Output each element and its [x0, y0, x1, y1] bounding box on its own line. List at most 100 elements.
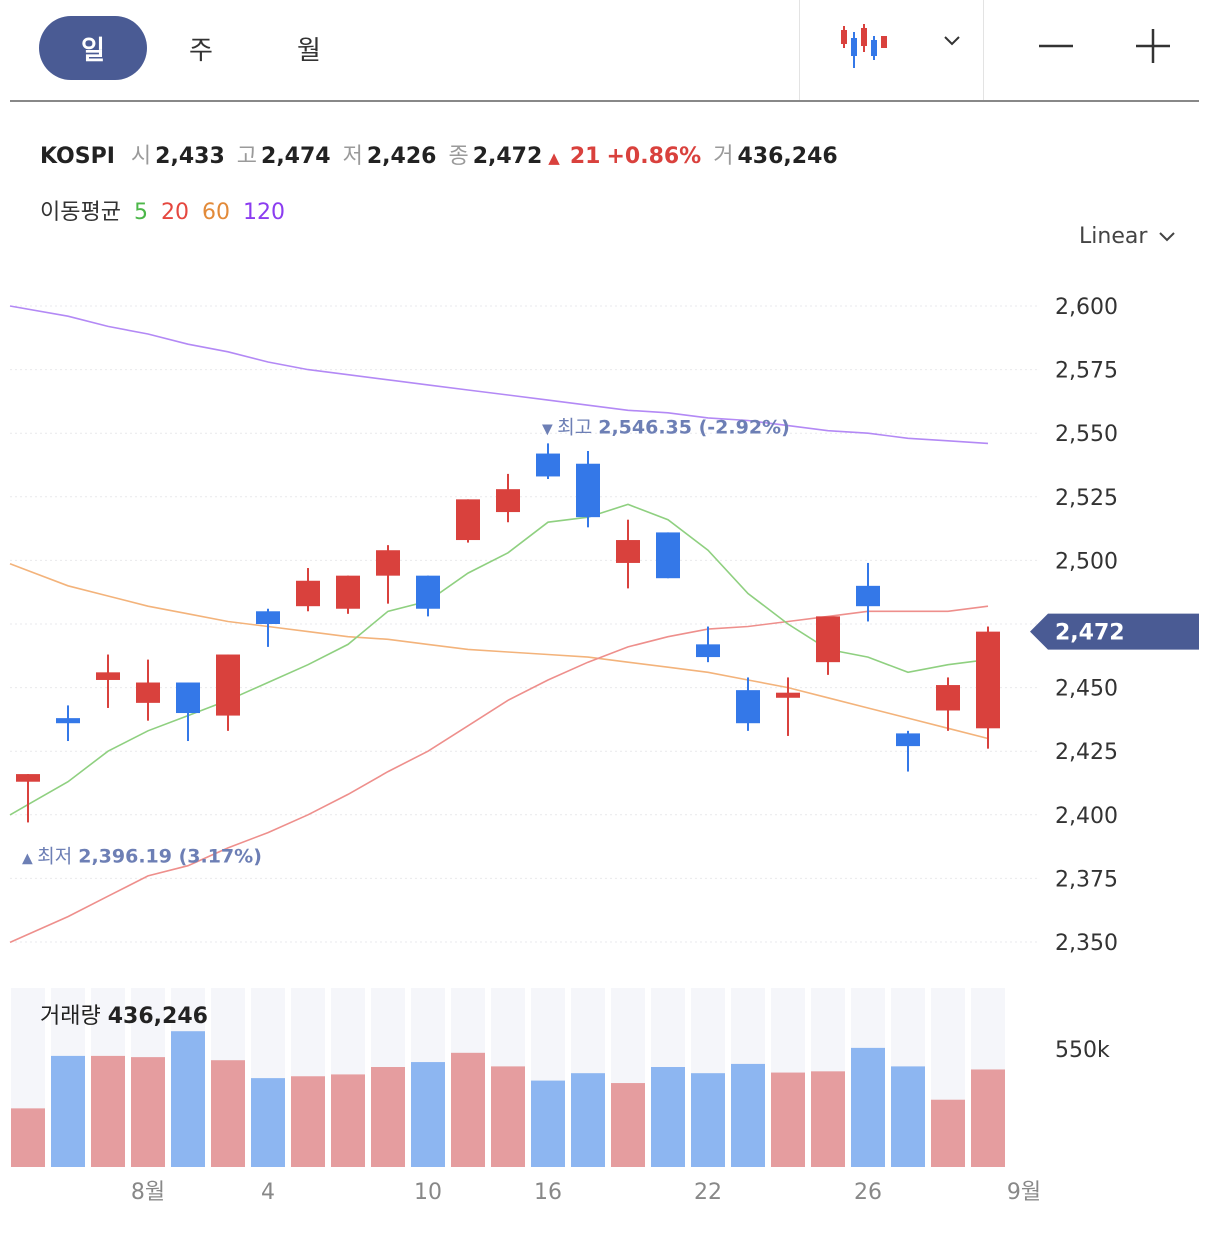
- tab-monthly[interactable]: 월: [297, 35, 321, 66]
- annotation-value: 2,546.35 (-2.92%): [598, 416, 790, 438]
- volume-bar: [731, 1063, 765, 1167]
- volume-bar: [211, 1060, 245, 1167]
- volume-bar: [11, 1108, 45, 1167]
- candle[interactable]: [696, 626, 720, 663]
- zoom-in-button[interactable]: [1123, 20, 1183, 76]
- symbol-name: KOSPI: [40, 144, 115, 169]
- candle-body: [496, 489, 520, 513]
- candle[interactable]: [896, 730, 920, 772]
- x-axis: 8월 4 10 16 22 26 9월: [131, 1180, 1041, 1205]
- ma60-line: [9, 562, 989, 740]
- candle-body: [776, 692, 800, 698]
- volume-bar: [611, 1083, 645, 1167]
- annotation-label: 최고: [557, 416, 598, 438]
- current-price-label: 2,472: [1055, 621, 1125, 646]
- candle[interactable]: [376, 545, 400, 604]
- low-value: 2,426: [366, 144, 437, 169]
- candle[interactable]: [56, 705, 80, 742]
- volume-bars: [11, 1031, 1005, 1167]
- volume-bar: [331, 1074, 365, 1167]
- chart-type-selector[interactable]: [835, 22, 975, 72]
- candle-body: [136, 682, 160, 703]
- volume-y-tick: 550k: [1055, 1038, 1110, 1063]
- x-tick-label: 9월: [1007, 1180, 1041, 1205]
- y-tick-label: 2,425: [1055, 740, 1118, 765]
- volume-bar: [571, 1073, 605, 1167]
- candle-body: [456, 499, 480, 541]
- candle[interactable]: [736, 677, 760, 731]
- x-tick-label: 26: [854, 1180, 882, 1205]
- volume-bar: [651, 1067, 685, 1167]
- candle[interactable]: [136, 659, 160, 721]
- candle[interactable]: [176, 682, 200, 742]
- candle[interactable]: [256, 608, 280, 647]
- y-axis: 2,600 2,575 2,550 2,525 2,500 2,450 2,425 2,400…: [1055, 295, 1118, 1063]
- ma-legend-120: 120: [242, 200, 285, 225]
- close-value: 2,472: [472, 144, 543, 169]
- ma5-line: [9, 503, 989, 816]
- toolbar-divider: [983, 0, 984, 100]
- current-price-tag-shape: [1030, 613, 1199, 650]
- volume-bar: [971, 1069, 1005, 1167]
- candle[interactable]: [336, 575, 360, 614]
- candle[interactable]: [816, 616, 840, 675]
- candle-body: [656, 532, 680, 579]
- candle[interactable]: [16, 774, 40, 823]
- quote-summary: KOSPI 시 2,433 고 2,474 저 2,426 종 2,472 ▲ …: [40, 138, 850, 170]
- candle-body: [736, 690, 760, 724]
- candle-body: [56, 718, 80, 724]
- candle-body: [576, 463, 600, 518]
- candles: [16, 443, 1000, 823]
- annotation-label: 최저: [37, 845, 78, 867]
- ma-legend-20: 20: [160, 200, 189, 225]
- candle[interactable]: [856, 562, 880, 622]
- current-price-tag: 2,472: [1030, 613, 1199, 650]
- y-tick-label: 2,575: [1055, 359, 1118, 384]
- high-label: 고: [236, 144, 258, 169]
- candle-body: [216, 654, 240, 716]
- candle[interactable]: [936, 677, 960, 731]
- scale-select[interactable]: Linear: [1079, 224, 1176, 249]
- candle[interactable]: [96, 654, 120, 708]
- ma20-line: [9, 605, 989, 944]
- candle[interactable]: [616, 519, 640, 589]
- annotations: ▼ 최고 2,546.35 (-2.92%) ▲ 최저 2,396.19 (3.1…: [22, 416, 790, 867]
- candle[interactable]: [976, 626, 1000, 749]
- y-tick-label: 2,550: [1055, 422, 1118, 447]
- candle[interactable]: [216, 654, 240, 731]
- minus-icon: [1039, 44, 1073, 48]
- chevron-down-icon: [1159, 232, 1176, 242]
- candle[interactable]: [536, 443, 560, 479]
- candle[interactable]: [496, 473, 520, 523]
- x-tick-label: 16: [534, 1180, 562, 1205]
- y-tick-label: 2,600: [1055, 295, 1118, 320]
- candle[interactable]: [416, 575, 440, 617]
- candle[interactable]: [776, 677, 800, 736]
- tab-daily[interactable]: 일: [39, 16, 147, 80]
- candle[interactable]: [576, 451, 600, 528]
- candle-body: [336, 575, 360, 609]
- volume-label: 거: [713, 144, 734, 169]
- volume-bar: [451, 1052, 485, 1167]
- volume-bar: [891, 1066, 925, 1167]
- tab-weekly[interactable]: 주: [189, 35, 213, 66]
- candle[interactable]: [296, 568, 320, 612]
- x-tick-label: 22: [694, 1180, 722, 1205]
- volume-legend-value: 436,246: [107, 1004, 208, 1029]
- zoom-out-button[interactable]: [1026, 20, 1086, 76]
- candle[interactable]: [656, 532, 680, 579]
- candle-body: [976, 631, 1000, 729]
- candle-body: [936, 685, 960, 711]
- annotation-arrow-icon: ▲: [22, 850, 37, 866]
- volume-bar: [131, 1057, 165, 1167]
- ma-legend-5: 5: [133, 200, 148, 225]
- volume-bar: [291, 1076, 325, 1167]
- volume-value: 436,246: [737, 144, 838, 169]
- volume-bar: [851, 1047, 885, 1167]
- candle[interactable]: [456, 499, 480, 543]
- low-annotation: ▲ 최저 2,396.19 (3.17%): [22, 845, 262, 867]
- change-percent: +0.86%: [606, 144, 702, 169]
- volume-bar: [531, 1080, 565, 1167]
- x-tick-label: 8월: [131, 1180, 165, 1205]
